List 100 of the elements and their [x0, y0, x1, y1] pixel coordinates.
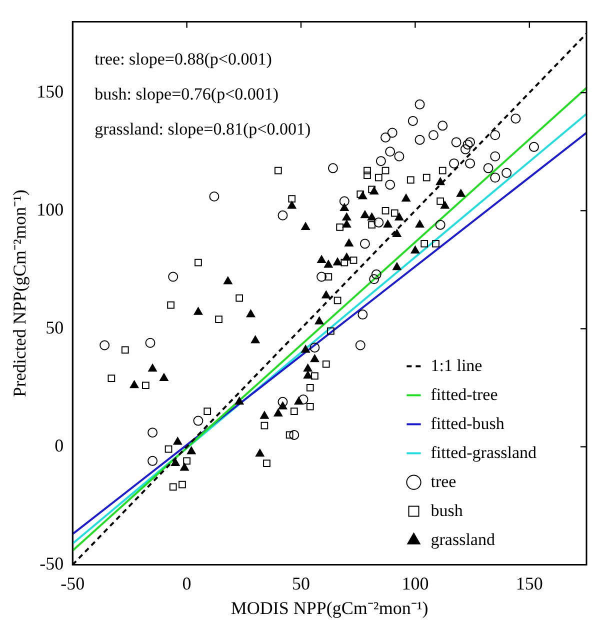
point	[402, 194, 410, 202]
annotation: bush: slope=0.76(p<0.001)	[94, 84, 279, 104]
point	[383, 220, 392, 228]
point	[186, 446, 196, 454]
point	[342, 212, 352, 220]
point	[234, 396, 244, 405]
point	[410, 246, 420, 254]
point	[287, 200, 296, 209]
point	[394, 151, 404, 162]
point	[360, 238, 370, 249]
point	[148, 364, 157, 372]
point	[100, 340, 110, 350]
point	[314, 316, 324, 324]
legend-label: bush	[430, 500, 464, 520]
point	[438, 166, 446, 174]
point	[436, 177, 445, 186]
legend-label: tree	[430, 472, 456, 491]
point	[278, 210, 288, 220]
x-tick-label: 150	[516, 573, 543, 594]
point	[194, 307, 203, 315]
point	[414, 99, 425, 110]
point	[301, 344, 310, 353]
point	[432, 240, 440, 248]
point	[367, 212, 376, 220]
point	[316, 272, 327, 282]
point	[462, 140, 473, 150]
point	[344, 238, 354, 246]
point	[490, 172, 500, 183]
point	[183, 457, 190, 465]
point	[374, 174, 382, 182]
point	[167, 301, 174, 309]
point	[250, 336, 260, 344]
point	[306, 384, 314, 392]
point	[456, 189, 466, 197]
point	[490, 151, 500, 162]
point	[204, 408, 212, 416]
point	[145, 338, 156, 348]
legend-label: fitted-bush	[430, 414, 505, 433]
point	[435, 220, 446, 230]
legend-label: fitted-tree	[430, 384, 498, 404]
point	[414, 134, 425, 145]
point	[490, 130, 500, 140]
point	[322, 360, 330, 368]
point	[209, 192, 220, 202]
point	[274, 166, 282, 174]
point	[356, 190, 364, 198]
point	[502, 168, 512, 178]
point	[371, 269, 382, 280]
point	[465, 137, 476, 148]
point	[440, 200, 450, 209]
point	[260, 411, 269, 419]
point	[260, 422, 268, 430]
point	[169, 483, 177, 491]
point	[194, 258, 202, 266]
point	[360, 210, 370, 218]
x-tick-label: 50	[292, 573, 310, 594]
point	[385, 146, 396, 157]
annotation: tree: slope=0.88(p<0.001)	[94, 49, 272, 68]
point	[364, 172, 371, 179]
point	[420, 240, 428, 248]
point	[303, 370, 312, 379]
point	[451, 137, 462, 148]
point	[215, 316, 222, 323]
point	[193, 416, 204, 426]
point	[324, 260, 333, 268]
point	[382, 166, 390, 174]
point	[236, 294, 244, 302]
legend-label: grassland	[430, 530, 496, 549]
point	[290, 408, 298, 416]
point	[310, 342, 320, 353]
point	[334, 296, 342, 304]
point	[303, 364, 312, 372]
point	[160, 373, 168, 382]
y-tick-label: 100	[36, 199, 64, 220]
x-tick-label: 0	[182, 573, 192, 594]
point	[428, 130, 438, 140]
point	[449, 158, 460, 168]
point	[310, 354, 320, 362]
point	[483, 163, 494, 174]
point	[392, 229, 402, 238]
x-tick-label: 100	[402, 573, 429, 594]
point	[278, 396, 288, 407]
legend-label: 1:1 line	[430, 356, 482, 375]
point	[170, 458, 180, 466]
point	[286, 431, 294, 439]
point	[364, 166, 371, 174]
point	[328, 163, 338, 174]
point	[350, 256, 358, 264]
point	[255, 448, 264, 457]
point	[369, 274, 380, 284]
point	[382, 206, 390, 214]
x-axis-title: MODIS NPP(gCm⁻²mon⁻¹)	[230, 598, 428, 618]
y-tick-label: 150	[36, 81, 64, 102]
point	[336, 224, 344, 231]
point	[374, 217, 384, 228]
legend-label: fitted-grassland	[430, 442, 537, 462]
point	[510, 114, 521, 124]
y-tick-label: -50	[40, 554, 64, 574]
y-tick-label: 0	[54, 435, 64, 456]
point	[121, 346, 129, 354]
